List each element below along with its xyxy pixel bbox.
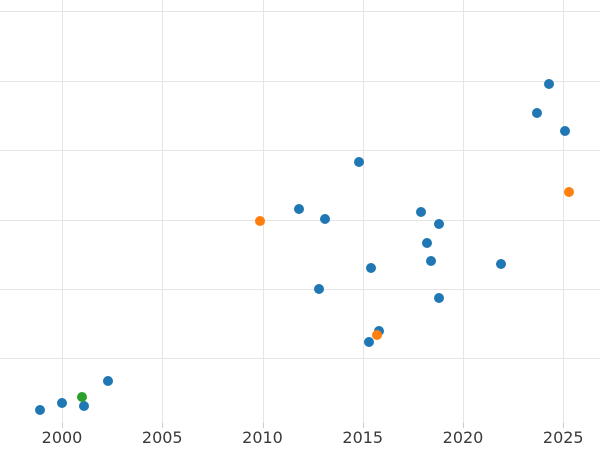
gridline-vertical xyxy=(362,0,364,423)
scatter-point-blue xyxy=(433,219,444,229)
gridline-horizontal xyxy=(0,150,600,151)
x-tick-mark xyxy=(62,423,63,428)
scatter-point-blue xyxy=(421,238,432,248)
scatter-point-blue xyxy=(433,293,444,303)
scatter-point-blue xyxy=(57,398,67,408)
scatter-point-blue xyxy=(319,214,330,224)
x-tick-label: 2005 xyxy=(141,428,183,447)
x-tick-mark xyxy=(563,423,565,428)
gridline-vertical xyxy=(563,0,565,423)
scatter-point-blue xyxy=(425,256,436,266)
scatter-point-blue xyxy=(293,204,304,214)
x-tick-label: 2020 xyxy=(442,428,484,447)
x-tick-label: 2025 xyxy=(542,428,584,447)
gridline-vertical xyxy=(62,0,63,423)
scatter-point-blue xyxy=(365,263,376,273)
scatter-point-green xyxy=(77,392,88,402)
scatter-point-blue xyxy=(544,79,555,89)
x-tick-mark xyxy=(162,423,164,428)
gridline-vertical xyxy=(262,0,264,423)
gridline-vertical xyxy=(162,0,164,423)
gridline-horizontal xyxy=(0,358,600,359)
x-tick-mark xyxy=(463,423,464,428)
scatter-point-blue xyxy=(363,337,374,347)
scatter-point-orange xyxy=(564,187,575,197)
gridline-horizontal xyxy=(0,80,600,82)
x-tick-mark xyxy=(362,423,364,428)
x-tick-label: 2000 xyxy=(41,428,83,447)
gridline-horizontal xyxy=(0,288,600,290)
scatter-point-blue xyxy=(313,284,324,294)
scatter-point-blue xyxy=(496,259,507,269)
scatter-point-blue xyxy=(79,401,90,411)
scatter-point-orange xyxy=(255,216,266,226)
scatter-point-blue xyxy=(103,376,114,386)
scatter-point-orange xyxy=(371,330,382,340)
scatter-point-blue xyxy=(353,157,364,167)
scatter-point-blue xyxy=(415,207,426,217)
x-tick-label: 2010 xyxy=(242,428,283,447)
scatter-point-blue xyxy=(34,405,45,415)
gridline-horizontal xyxy=(0,219,600,221)
scatter-point-blue xyxy=(560,126,571,136)
gridline-vertical xyxy=(463,0,464,423)
gridline-horizontal xyxy=(0,10,600,12)
scatter-point-blue xyxy=(532,108,543,118)
x-tick-label: 2015 xyxy=(342,428,384,447)
x-tick-mark xyxy=(262,423,264,428)
